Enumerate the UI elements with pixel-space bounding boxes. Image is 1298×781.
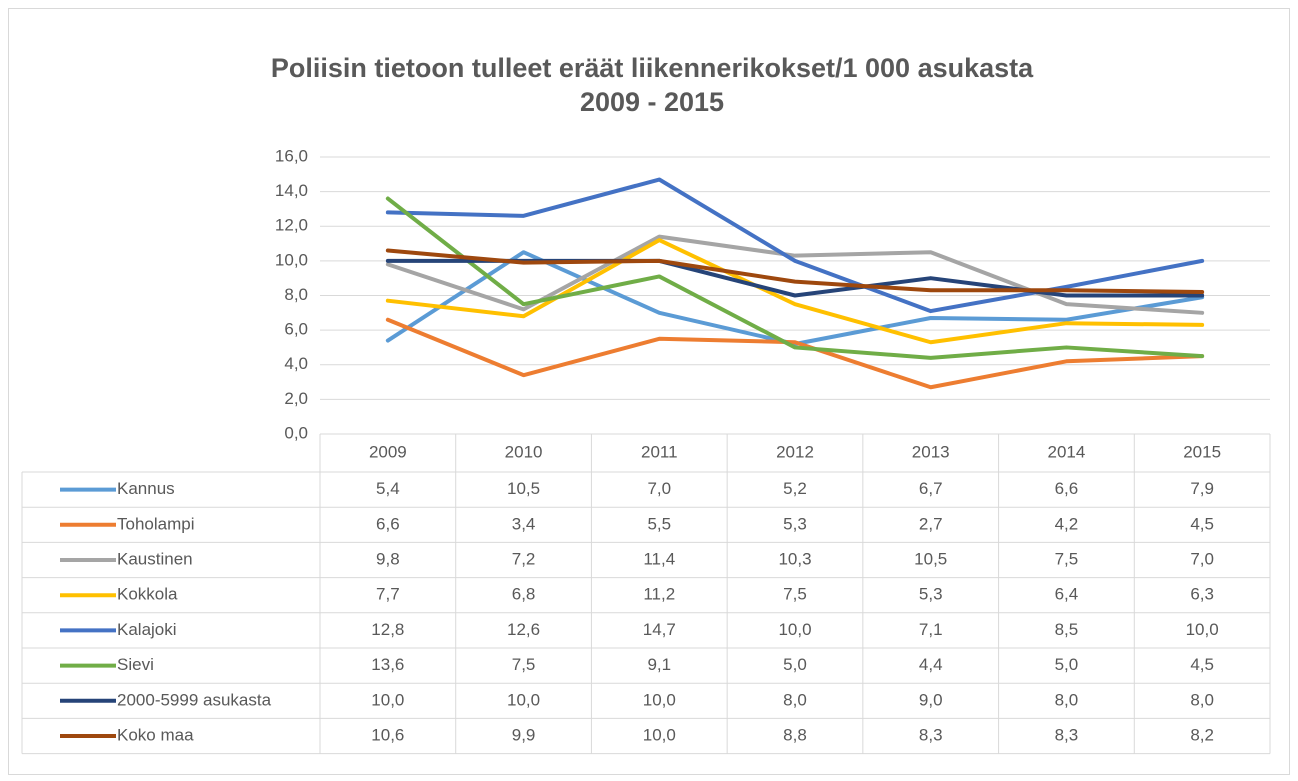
chart-subtitle: 2009 - 2015 bbox=[580, 87, 724, 117]
line-series bbox=[385, 196, 1205, 360]
x-tick-label: 2014 bbox=[1048, 442, 1086, 461]
table-value: 8,2 bbox=[1190, 725, 1214, 744]
legend-label: Sievi bbox=[117, 655, 154, 674]
table-value: 7,5 bbox=[1055, 549, 1079, 568]
table-value: 8,8 bbox=[783, 725, 807, 744]
line-series bbox=[385, 248, 1205, 295]
table-value: 6,6 bbox=[1055, 479, 1079, 498]
table-value: 10,0 bbox=[371, 690, 404, 709]
table-value: 7,5 bbox=[512, 655, 536, 674]
x-tick-label: 2015 bbox=[1183, 442, 1221, 461]
y-tick-label: 10,0 bbox=[275, 250, 308, 269]
table-value: 9,0 bbox=[919, 690, 943, 709]
table-value: 5,2 bbox=[783, 479, 807, 498]
table-value: 8,3 bbox=[1055, 725, 1079, 744]
y-tick-label: 0,0 bbox=[284, 423, 308, 442]
line-series bbox=[385, 238, 1205, 345]
chart-title: Poliisin tietoon tulleet eräät liikenner… bbox=[271, 53, 1034, 83]
legend-label: Kokkola bbox=[117, 585, 178, 604]
table-value: 6,3 bbox=[1190, 585, 1214, 604]
table-value: 7,2 bbox=[512, 549, 536, 568]
y-tick-label: 16,0 bbox=[275, 146, 308, 165]
table-value: 6,6 bbox=[376, 514, 400, 533]
table-value: 7,0 bbox=[647, 479, 671, 498]
table-value: 7,1 bbox=[919, 620, 943, 639]
table-value: 8,0 bbox=[1190, 690, 1214, 709]
table-value: 6,7 bbox=[919, 479, 943, 498]
table-value: 4,5 bbox=[1190, 655, 1214, 674]
table-value: 10,0 bbox=[778, 620, 811, 639]
line-series bbox=[385, 234, 1205, 315]
table-value: 3,4 bbox=[512, 514, 536, 533]
legend-label: Kalajoki bbox=[117, 620, 177, 639]
table-value: 8,0 bbox=[1055, 690, 1079, 709]
table-value: 5,3 bbox=[783, 514, 807, 533]
table-value: 7,9 bbox=[1190, 479, 1214, 498]
table-value: 10,6 bbox=[371, 725, 404, 744]
y-tick-label: 2,0 bbox=[284, 389, 308, 408]
table-value: 10,5 bbox=[914, 549, 947, 568]
table-value: 7,7 bbox=[376, 585, 400, 604]
table-value: 9,8 bbox=[376, 549, 400, 568]
legend-label: Kannus bbox=[117, 479, 175, 498]
table-value: 8,5 bbox=[1055, 620, 1079, 639]
y-tick-label: 6,0 bbox=[284, 320, 308, 339]
table-value: 2,7 bbox=[919, 514, 943, 533]
table-value: 5,4 bbox=[376, 479, 400, 498]
line-series bbox=[385, 317, 1205, 390]
line-series bbox=[385, 177, 1205, 314]
legend-label: 2000-5999 asukasta bbox=[117, 690, 272, 709]
x-tick-label: 2011 bbox=[641, 442, 678, 461]
table-value: 6,8 bbox=[512, 585, 536, 604]
chart-border bbox=[8, 8, 1290, 775]
y-tick-label: 8,0 bbox=[284, 285, 308, 304]
table-value: 14,7 bbox=[643, 620, 676, 639]
table-value: 5,3 bbox=[919, 585, 943, 604]
table-value: 10,0 bbox=[507, 690, 540, 709]
y-tick-label: 14,0 bbox=[275, 181, 308, 200]
x-tick-label: 2010 bbox=[505, 442, 543, 461]
table-value: 11,2 bbox=[643, 585, 675, 604]
table-value: 5,0 bbox=[783, 655, 807, 674]
table-value: 13,6 bbox=[371, 655, 404, 674]
table-value: 12,6 bbox=[507, 620, 540, 639]
table-value: 4,4 bbox=[919, 655, 943, 674]
y-tick-label: 4,0 bbox=[284, 354, 308, 373]
table-value: 4,5 bbox=[1190, 514, 1214, 533]
table-value: 7,5 bbox=[783, 585, 807, 604]
table-value: 10,0 bbox=[643, 725, 676, 744]
table-value: 8,3 bbox=[919, 725, 943, 744]
x-tick-label: 2009 bbox=[369, 442, 407, 461]
legend-label: Kaustinen bbox=[117, 549, 193, 568]
table-value: 6,4 bbox=[1055, 585, 1079, 604]
table-value: 10,0 bbox=[1186, 620, 1219, 639]
table-value: 5,0 bbox=[1055, 655, 1079, 674]
table-value: 9,1 bbox=[647, 655, 671, 674]
x-tick-label: 2013 bbox=[912, 442, 950, 461]
x-tick-label: 2012 bbox=[776, 442, 814, 461]
y-tick-label: 12,0 bbox=[275, 216, 308, 235]
table-value: 5,5 bbox=[647, 514, 671, 533]
table-value: 11,4 bbox=[643, 549, 675, 568]
legend-label: Toholampi bbox=[117, 514, 195, 533]
table-value: 10,5 bbox=[507, 479, 540, 498]
table-value: 9,9 bbox=[512, 725, 536, 744]
table-value: 10,0 bbox=[643, 690, 676, 709]
table-value: 12,8 bbox=[371, 620, 404, 639]
legend-label: Koko maa bbox=[117, 725, 194, 744]
table-value: 10,3 bbox=[778, 549, 811, 568]
table-value: 8,0 bbox=[783, 690, 807, 709]
table-value: 4,2 bbox=[1055, 514, 1079, 533]
table-value: 7,0 bbox=[1190, 549, 1214, 568]
